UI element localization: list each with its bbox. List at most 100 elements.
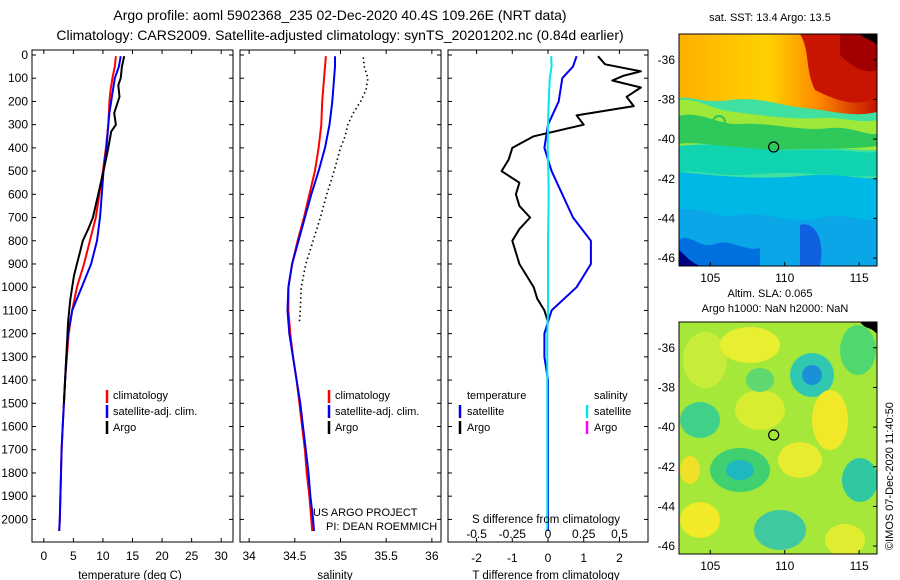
map-lat-label: -40 [658,420,676,434]
s-difference-xtick-label: 0.25 [572,527,596,541]
legend-label-satellite: satellite-adj. clim. [335,406,419,418]
depth-tick-label: 800 [8,234,28,248]
map-lat-label: -40 [658,132,676,146]
difference-xtick-label: 2 [616,551,623,565]
legend-label-s-argo: Argo [594,422,617,434]
map-lat-label: -42 [658,172,676,186]
map-lon-label: 105 [700,271,720,285]
map-lon-label: 115 [850,271,869,285]
temperature-xtick-label: 30 [214,549,228,563]
depth-tick-label: 1600 [1,420,28,434]
legend-label-t-satellite: satellite [467,406,504,418]
credit-imos: ©IMOS 07-Dec-2020 11:40:50 [884,402,896,550]
depth-tick-label: 1800 [1,466,28,480]
s-difference-xtick-label: -0.25 [499,527,527,541]
depth-tick-label: 300 [8,118,28,132]
legend-label-climatology: climatology [335,390,391,402]
depth-tick-label: 1300 [1,350,28,364]
map-lon-label: 110 [775,271,794,285]
header-line2: Climatology: CARS2009. Satellite-adjuste… [56,27,623,43]
depth-tick-label: 1200 [1,327,28,341]
legend-label-argo: Argo [335,422,358,434]
legend-label-climatology: climatology [113,390,169,402]
map-lat-label: -42 [658,460,676,474]
sla-map-title-1: Altim. SLA: 0.065 [728,288,813,300]
depth-tick-label: 600 [8,187,28,201]
sla-map-ticks: 105 110 115 -36 -38 -40 -42 -44 -46 [658,341,877,573]
depth-tick-label: 1000 [1,280,28,294]
sla-map-image [679,322,877,554]
series-s-satellite [546,56,553,531]
depth-tick-label: 0 [21,48,28,62]
series-satellite-adj-clim- [286,56,336,532]
map-lon-label: 110 [775,559,794,573]
difference-xtick-label: 0 [545,551,552,565]
sla-map-frame [678,321,878,555]
depth-tick-label: 1900 [1,489,28,503]
sst-map-title: sat. SST: 13.4 Argo: 13.5 [709,12,831,24]
temperature-legend: climatology satellite-adj. clim. Argo [105,390,197,434]
map-lat-label: -44 [658,211,676,225]
depth-tick-label: 500 [8,164,28,178]
depth-tick-label: 1400 [1,373,28,387]
difference-xtick-label: 1 [580,551,587,565]
legend-title-salinity: salinity [594,390,628,402]
credit-project: US ARGO PROJECT [313,507,418,519]
temperature-axes [31,49,234,543]
sst-map-ticks: 105 110 115 -36 -38 -40 -42 -44 -46 [658,53,877,285]
s-difference-xtick-label: 0.5 [611,527,628,541]
legend-label-s-satellite: satellite [594,406,631,418]
map-lat-label: -38 [658,92,676,106]
difference-xtick-label: -1 [507,551,518,565]
series-argo [62,55,126,404]
s-difference-xtick-label: 0 [545,527,552,541]
credit-pi: PI: DEAN ROEMMICH [326,521,437,533]
legend-title-temperature: temperature [467,390,526,402]
map-lat-label: -36 [658,341,676,355]
difference-xtick-label: -2 [471,551,482,565]
map-lat-label: -46 [658,251,676,265]
depth-tick-label: 200 [8,94,28,108]
temperature-xtick-label: 25 [185,549,199,563]
map-lon-label: 105 [700,559,720,573]
argo-position-marker [768,141,780,153]
legend-label-satellite: satellite-adj. clim. [113,406,197,418]
temperature-xtick-label: 0 [40,549,47,563]
depth-tick-label: 1700 [1,443,28,457]
salinity-xtick-label: 34 [242,549,256,563]
t-difference-xlabel: T difference from climatology [472,570,619,580]
temperature-xtick-label: 20 [155,549,169,563]
depth-tick-label: 900 [8,257,28,271]
difference-legend: temperature salinity satellite Argo sate… [458,390,631,434]
depth-tick-label: 1100 [2,303,28,317]
depth-tick-label: 1500 [1,396,28,410]
temperature-xtick-label: 10 [96,549,110,563]
salinity-xlabel: salinity [317,570,352,580]
salinity-axes [239,49,442,543]
temperature-plot: 0 5 10 15 20 25 30 [40,50,228,563]
map-lat-label: -44 [658,499,676,513]
temperature-xtick-label: 5 [70,549,77,563]
legend-label-t-argo: Argo [467,422,490,434]
argo-position-marker [768,429,780,441]
depth-tick-label: 700 [8,211,28,225]
series-argo [298,57,369,323]
s-difference-xtick-label: -0.5 [466,527,487,541]
depth-tick-label: 100 [8,71,28,85]
header-line1: Argo profile: aoml 5902368_235 02-Dec-20… [113,7,566,23]
series-t-argo [500,55,642,323]
map-lat-label: -46 [658,539,676,553]
depth-tick-label: 400 [8,141,28,155]
salinity-plot: 34 34.5 35 35.5 36 [242,50,439,563]
map-lon-label: 115 [850,559,869,573]
sst-map-frame [678,33,878,267]
sla-map-title-2: Argo h1000: NaN h2000: NaN [702,303,849,315]
sst-map-image [679,34,877,266]
salinity-xtick-label: 35.5 [375,549,399,563]
s-difference-xlabel: S difference from climatology [472,514,620,526]
salinity-xtick-label: 34.5 [283,549,307,563]
salinity-legend: climatology satellite-adj. clim. Argo [327,390,419,434]
salinity-xtick-label: 36 [425,549,439,563]
temperature-xlabel: temperature (deg C) [78,570,182,580]
